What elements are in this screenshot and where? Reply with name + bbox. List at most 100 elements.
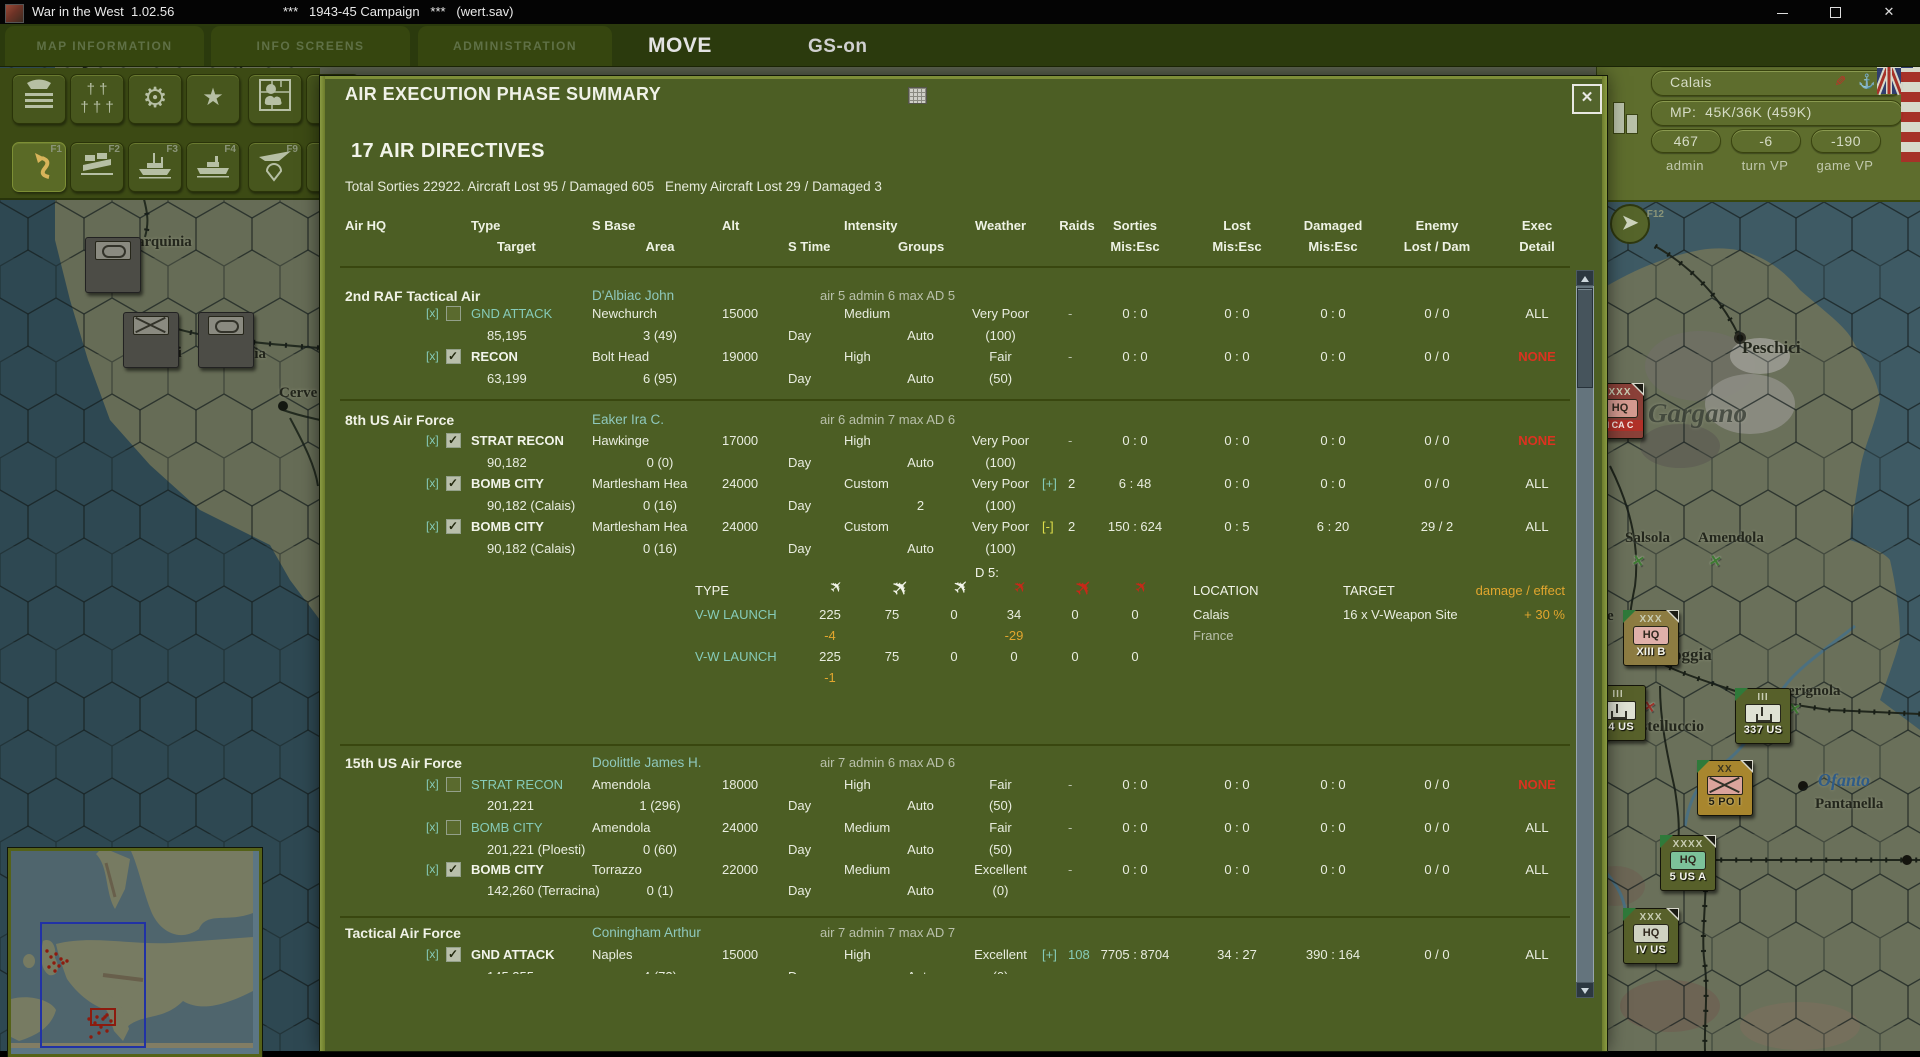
- exec-detail[interactable]: ALL: [1525, 519, 1549, 534]
- town-label: Salsola: [1625, 530, 1671, 546]
- exec-detail[interactable]: ALL: [1525, 476, 1549, 491]
- directive-checkbox[interactable]: [446, 519, 461, 534]
- chart-button[interactable]: [1609, 94, 1647, 140]
- directive-row-line2: 142,260 (Terracina) 0 (1) Day Auto (0): [487, 883, 1009, 898]
- unit-counter[interactable]: [123, 312, 179, 368]
- star-icon: ★: [202, 84, 224, 111]
- unit-counter[interactable]: [85, 237, 141, 293]
- map-sliver: [320, 66, 1607, 78]
- movement-path-icon: [35, 153, 50, 179]
- remove-directive-button[interactable]: [x]: [426, 476, 439, 490]
- directive-checkbox[interactable]: [446, 947, 461, 962]
- unit-counter-5usa[interactable]: XXXX HQ 5 US A: [1660, 835, 1716, 891]
- directive-checkbox[interactable]: [446, 349, 461, 364]
- report-grid-icon[interactable]: [908, 87, 927, 104]
- remove-directive-button[interactable]: [x]: [426, 947, 439, 961]
- close-button[interactable]: ✕: [1572, 84, 1602, 114]
- remove-directive-button[interactable]: [x]: [426, 820, 439, 834]
- toolbar-losses-button[interactable]: † † † † †: [70, 74, 124, 124]
- town-label: Peschici: [1742, 338, 1801, 357]
- river-label: Ofanto: [1818, 770, 1871, 790]
- tab-info-screens[interactable]: INFO SCREENS: [211, 26, 410, 66]
- divider: [340, 916, 1570, 918]
- directive-row-line2: 90,182 (Calais) 0 (16) Day 2 (100): [487, 498, 1016, 513]
- air-hq-header: 15th US Air Force Doolittle James H. air…: [345, 755, 956, 771]
- toolbar-unit-modes-button[interactable]: [12, 74, 66, 124]
- unit-counter-44us[interactable]: III 44 US: [1590, 685, 1646, 741]
- menu-move-button[interactable]: MOVE: [648, 34, 712, 57]
- unit-counter-5poi[interactable]: XX 5 PO I: [1697, 760, 1753, 816]
- divider: [340, 266, 1570, 268]
- minimap[interactable]: [8, 848, 262, 1057]
- directive-checkbox[interactable]: [446, 476, 461, 491]
- directive-type: BOMB CITY: [471, 862, 544, 877]
- detail-row-deltas: -1: [824, 670, 836, 685]
- unit-counter[interactable]: [198, 312, 254, 368]
- tab-administration[interactable]: ADMINISTRATION: [418, 26, 612, 66]
- directive-checkbox[interactable]: [446, 862, 461, 877]
- exec-detail[interactable]: ALL: [1525, 862, 1549, 877]
- toolbar-weather-button[interactable]: [248, 74, 302, 124]
- remove-directive-button[interactable]: [x]: [426, 519, 439, 533]
- exec-detail[interactable]: ALL: [1525, 306, 1549, 321]
- directive-row: [x] GND ATTACK Newchurch 15000 Medium Ve…: [320, 306, 1600, 324]
- directive-type: BOMB CITY: [471, 476, 544, 491]
- toolbar-preferences-button[interactable]: ★: [186, 74, 240, 124]
- menu-gs-toggle[interactable]: GS-on: [808, 36, 868, 57]
- toolbar-settings-button[interactable]: ⚙: [128, 74, 182, 124]
- directive-type: BOMB CITY: [471, 519, 544, 534]
- scrollbar-down-arrow[interactable]: [1576, 982, 1594, 998]
- end-turn-button[interactable]: F12 ➤: [1610, 204, 1664, 244]
- dialog-frame: [320, 76, 1607, 79]
- infantry-symbol: [133, 316, 169, 335]
- air-hq-header: Tactical Air Force Coningham Arthur air …: [345, 925, 956, 941]
- minimize-button[interactable]: [1759, 0, 1805, 24]
- menu-bar: MAP INFORMATION INFO SCREENS ADMINISTRAT…: [0, 24, 1920, 67]
- directive-row: [x] BOMB CITY Torrazzo 22000 Medium Exce…: [320, 862, 1600, 880]
- region-label: Gargano: [1648, 398, 1748, 428]
- remove-directive-button[interactable]: [x]: [426, 862, 439, 876]
- tab-map-information[interactable]: MAP INFORMATION: [5, 26, 204, 66]
- exec-detail[interactable]: NONE: [1518, 777, 1556, 792]
- anchor-icon[interactable]: ⚓: [1858, 73, 1876, 89]
- exec-detail[interactable]: ALL: [1525, 820, 1549, 835]
- unit-counter-xiii-b[interactable]: XXX HQ XIII B: [1623, 610, 1679, 666]
- gear-icon: ⚙: [142, 82, 168, 113]
- summary-sorties: Total Sorties 22922. Aircraft Lost 95 / …: [345, 179, 655, 194]
- directive-checkbox[interactable]: [446, 820, 461, 835]
- remove-directive-button[interactable]: [x]: [426, 777, 439, 791]
- window-close-button[interactable]: [1866, 0, 1912, 24]
- directive-checkbox[interactable]: [446, 306, 461, 321]
- remove-directive-button[interactable]: [x]: [426, 433, 439, 447]
- directive-checkbox[interactable]: [446, 777, 461, 792]
- scrollbar-up-arrow[interactable]: [1576, 270, 1594, 286]
- scrollbar-thumb[interactable]: [1577, 288, 1593, 388]
- detail-row-deltas: -4 -29 France: [824, 628, 1234, 643]
- directive-row: [x] STRAT RECON Amendola 18000 High Fair…: [320, 777, 1600, 795]
- toolbar-amphib-mode-button[interactable]: F4: [186, 142, 240, 192]
- cargo-ship-icon: [197, 156, 229, 178]
- weather-map-icon: [259, 79, 291, 111]
- directive-checkbox[interactable]: [446, 433, 461, 448]
- maximize-button[interactable]: [1812, 0, 1858, 24]
- toolbar-move-mode-button[interactable]: F1: [12, 142, 66, 192]
- table-header-row2: Target Area S Time Groups Mis:Esc Mis:Es…: [497, 239, 1555, 254]
- unit-counter-337us[interactable]: III 337 US: [1735, 688, 1791, 744]
- edit-pencil-icon[interactable]: ✎: [1833, 73, 1846, 89]
- exec-detail[interactable]: NONE: [1518, 433, 1556, 448]
- remove-directive-button[interactable]: [x]: [426, 306, 439, 320]
- divider: [340, 399, 1570, 401]
- toolbar-rail-mode-button[interactable]: F2: [70, 142, 124, 192]
- toolbar-airdrop-mode-button[interactable]: F9: [248, 142, 302, 192]
- exec-detail[interactable]: NONE: [1518, 349, 1556, 364]
- window-campaign-title: *** 1943-45 Campaign *** (wert.sav): [283, 4, 514, 19]
- directive-type: GND ATTACK: [471, 306, 553, 321]
- turn-vp-pill: -6: [1731, 129, 1801, 153]
- directive-row: [x] BOMB CITY Martlesham Hea 24000 Custo…: [320, 519, 1600, 537]
- exec-detail[interactable]: ALL: [1525, 947, 1549, 962]
- toolbar-naval-mode-button[interactable]: F3: [128, 142, 182, 192]
- town-label: astelluccio: [1633, 718, 1705, 735]
- remove-directive-button[interactable]: [x]: [426, 349, 439, 363]
- unit-counter-ivus[interactable]: XXX HQ IV US: [1623, 908, 1679, 964]
- directive-row: [x] GND ATTACK Naples 15000 High Excelle…: [320, 947, 1600, 965]
